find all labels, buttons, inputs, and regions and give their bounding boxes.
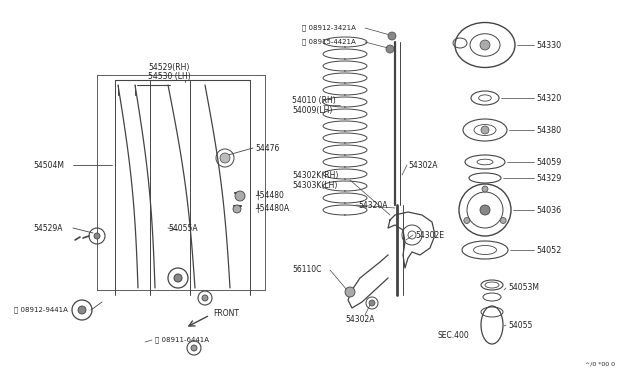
- Text: 54329: 54329: [536, 173, 561, 183]
- Text: 54036: 54036: [536, 205, 561, 215]
- Text: 54302A: 54302A: [408, 160, 438, 170]
- Text: 54320: 54320: [536, 93, 561, 103]
- Text: 54320A: 54320A: [358, 201, 387, 209]
- Text: FRONT: FRONT: [213, 308, 239, 317]
- Text: 54330: 54330: [536, 41, 561, 49]
- Text: 54530 (LH): 54530 (LH): [148, 71, 191, 80]
- Text: 54059: 54059: [536, 157, 561, 167]
- Text: Ⓝ 08911-6441A: Ⓝ 08911-6441A: [155, 337, 209, 343]
- Text: 54053M: 54053M: [508, 283, 539, 292]
- Text: Ⓝ 08912-3421A: Ⓝ 08912-3421A: [302, 25, 356, 31]
- Circle shape: [386, 45, 394, 53]
- Circle shape: [174, 274, 182, 282]
- Text: 54476: 54476: [255, 144, 280, 153]
- Circle shape: [235, 191, 245, 201]
- Text: Ⓝ 08912-9441A: Ⓝ 08912-9441A: [14, 307, 68, 313]
- Circle shape: [482, 186, 488, 192]
- Text: 54055: 54055: [508, 321, 532, 330]
- Text: 54303K(LH): 54303K(LH): [292, 180, 337, 189]
- Circle shape: [233, 205, 241, 213]
- Text: 54529A: 54529A: [33, 224, 63, 232]
- Text: Ⓝ 08915-4421A: Ⓝ 08915-4421A: [302, 39, 356, 45]
- Circle shape: [94, 233, 100, 239]
- Text: 54009(LH): 54009(LH): [292, 106, 332, 115]
- Circle shape: [480, 205, 490, 215]
- Circle shape: [480, 40, 490, 50]
- Circle shape: [464, 218, 470, 224]
- Text: 54529(RH): 54529(RH): [148, 62, 189, 71]
- Circle shape: [481, 126, 489, 134]
- Text: ╀54480A: ╀54480A: [255, 203, 289, 213]
- Circle shape: [191, 345, 197, 351]
- Text: 54380: 54380: [536, 125, 561, 135]
- Text: SEC.400: SEC.400: [438, 330, 470, 340]
- Text: 56110C: 56110C: [292, 266, 321, 275]
- Circle shape: [369, 300, 375, 306]
- Text: 54302A: 54302A: [345, 315, 374, 324]
- Circle shape: [78, 306, 86, 314]
- Text: 54302E: 54302E: [415, 231, 444, 240]
- Text: 54052: 54052: [536, 246, 561, 254]
- Circle shape: [202, 295, 208, 301]
- Circle shape: [220, 153, 230, 163]
- Text: 54055A: 54055A: [168, 224, 198, 232]
- Text: 54010 (RH): 54010 (RH): [292, 96, 336, 105]
- Text: ^/0 *00 0: ^/0 *00 0: [585, 362, 615, 367]
- Text: 54504M: 54504M: [33, 160, 64, 170]
- Circle shape: [500, 218, 506, 224]
- Text: ╀54480: ╀54480: [255, 190, 284, 200]
- Text: 54302K(RH): 54302K(RH): [292, 170, 339, 180]
- Circle shape: [345, 287, 355, 297]
- Circle shape: [388, 32, 396, 40]
